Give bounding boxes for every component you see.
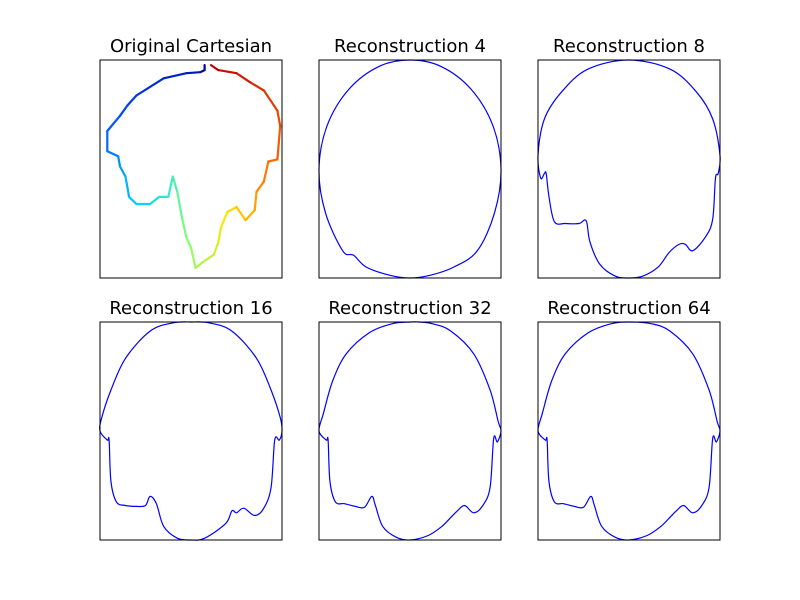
outline-segment (117, 155, 122, 168)
subplot-title: Reconstruction 16 (109, 298, 272, 319)
subplot-3: Reconstruction 8 (537, 36, 721, 279)
outline-segment (185, 236, 193, 249)
outline-segment (194, 259, 206, 269)
subplot-title: Reconstruction 4 (334, 36, 486, 57)
subplot-title: Reconstruction 8 (553, 36, 705, 57)
subplot-5: Reconstruction 32 (318, 298, 502, 541)
subplot-6: Reconstruction 64 (537, 298, 721, 541)
subplot-2: Reconstruction 4 (318, 36, 502, 279)
outline-segment (244, 209, 256, 222)
outline-segment (235, 72, 252, 84)
outline-segment (235, 205, 247, 222)
outline-segment (118, 165, 127, 178)
outline-segment (262, 89, 279, 112)
outline-segment (124, 175, 131, 198)
outline-segment (149, 195, 161, 206)
outline-segment (189, 246, 197, 269)
outline-segment (171, 175, 179, 193)
outline-segment (180, 216, 188, 239)
reconstruction-line (318, 59, 502, 279)
axes-frame (318, 321, 502, 541)
outline-segment (217, 68, 238, 75)
outline-segment (255, 180, 265, 193)
outline-segment (219, 211, 229, 229)
subplot-1: Original Cartesian (99, 36, 283, 279)
outline-segment (276, 124, 282, 161)
axes-frame (537, 59, 721, 279)
axes-frame (537, 321, 721, 541)
outline-segment (135, 77, 165, 97)
outline-segment (128, 195, 138, 206)
outline-segment (176, 190, 183, 219)
axes-frame (99, 59, 283, 279)
outline-segment (253, 190, 258, 212)
subplot-title: Original Cartesian (110, 36, 272, 57)
outline-segment (276, 109, 282, 128)
outline-segment (212, 241, 220, 256)
outline-segment (167, 175, 174, 198)
outline-segment (217, 226, 223, 244)
outline-segment (209, 63, 220, 72)
axes-frame (99, 321, 283, 541)
outline-segment (226, 205, 238, 214)
outline-segment (185, 71, 202, 75)
outline-segment (249, 81, 265, 92)
outline-segment (262, 160, 270, 183)
outline-segment (118, 104, 129, 117)
subplot-4: Reconstruction 16 (99, 298, 283, 541)
subplot-grid: Original Cartesian Reconstruction 4 Recons… (99, 36, 721, 541)
outline-segment (203, 253, 215, 262)
outline-segment (126, 94, 138, 107)
outline-segment (106, 150, 120, 158)
outline-segment (106, 114, 122, 133)
axes-frame (318, 59, 502, 279)
subplot-title: Reconstruction 64 (547, 298, 710, 319)
outline-segment (267, 158, 279, 163)
outline-segment (162, 72, 188, 80)
subplot-title: Reconstruction 32 (328, 298, 491, 319)
